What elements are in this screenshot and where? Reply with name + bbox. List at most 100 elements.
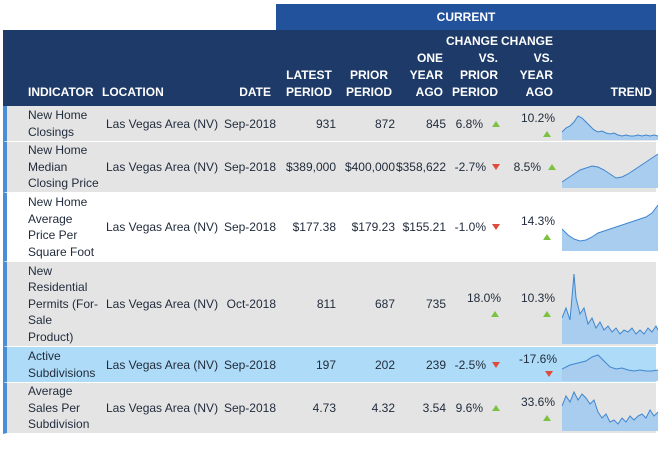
up-arrow-icon [543, 130, 551, 137]
year-ago-cell: 239 [425, 357, 446, 372]
prior-cell: 202 [374, 357, 395, 372]
change-year-cell: -17.6% [505, 347, 557, 382]
change-year-value: 14.3% [520, 214, 555, 228]
change-year-cell: 8.5% [513, 160, 541, 174]
latest-cell: 811 [316, 297, 336, 311]
trend-sparkline[interactable] [562, 148, 658, 188]
latest-cell: 4.73 [312, 401, 336, 415]
col-one-year-ago[interactable]: ONE YEAR AGO [409, 51, 443, 99]
change-prior-cell: -2.5% [454, 357, 486, 372]
indicator-name: New Home Closings [28, 108, 88, 139]
date-cell: Sep-2018 [223, 357, 276, 372]
table-row[interactable]: New Home Closings Las Vegas Area (NV) Se… [3, 106, 658, 142]
change-prior-cell: 9.6% [455, 401, 483, 415]
indicator-name: Active Subdivisions [28, 349, 96, 380]
trend-sparkline[interactable] [562, 108, 658, 140]
year-ago-cell: 3.54 [422, 401, 446, 415]
trend-sparkline[interactable] [562, 203, 658, 251]
date-cell: Sep-2018 [223, 116, 276, 131]
change-year-cell: 33.6% [505, 383, 555, 433]
col-latest-period[interactable]: LATEST PERIOD [285, 68, 332, 99]
indicator-name: New Home Average Price Per Square Foot [28, 195, 95, 259]
latest-cell: $389,000 [285, 160, 336, 174]
change-prior-cell: 18.0% [447, 262, 501, 346]
location-cell: Las Vegas Area (NV) [106, 401, 219, 415]
col-change-year[interactable]: CHANGE VS. YEAR AGO [500, 34, 553, 99]
up-arrow-icon [543, 311, 551, 317]
date-cell: Oct-2018 [226, 297, 276, 311]
location-cell: Las Vegas Area (NV) [106, 220, 219, 234]
col-location[interactable]: LOCATION [102, 85, 164, 99]
change-prior-value: 18.0% [466, 291, 501, 305]
table-row[interactable]: Average Sales Per Subdivision Las Vegas … [3, 383, 658, 434]
change-year-value: 33.6% [520, 395, 555, 409]
up-arrow-icon [491, 311, 499, 317]
up-arrow-icon [543, 234, 551, 240]
table-row[interactable]: New Home Average Price Per Square Foot L… [3, 193, 658, 262]
sparkline-line [562, 273, 658, 335]
up-arrow-icon [548, 164, 556, 170]
prior-cell: $179.23 [351, 220, 395, 234]
change-year-value: 10.3% [520, 291, 555, 305]
change-year-value: -17.6% [518, 352, 557, 366]
location-cell: Las Vegas Area (NV) [106, 297, 219, 311]
date-cell: Sep-2018 [223, 401, 276, 415]
down-arrow-icon [492, 164, 500, 170]
indicator-name: Average Sales Per Subdivision [28, 384, 90, 432]
table-row[interactable]: New Home Median Closing Price Las Vegas … [3, 142, 658, 193]
sparkline-line [562, 354, 658, 372]
sparkline-area [562, 205, 658, 251]
year-ago-cell: $155.21 [402, 220, 446, 234]
sparkline-area [562, 116, 658, 140]
col-indicator[interactable]: INDICATOR [28, 85, 94, 99]
up-arrow-icon [492, 120, 500, 127]
prior-cell: 687 [374, 297, 395, 311]
col-trend[interactable]: TREND [610, 85, 652, 99]
location-cell: Las Vegas Area (NV) [106, 357, 219, 372]
prior-cell: 4.32 [371, 401, 395, 415]
change-prior-cell: -1.0% [454, 220, 486, 234]
down-arrow-icon [545, 371, 553, 377]
col-date[interactable]: DATE [239, 85, 271, 99]
down-arrow-icon [492, 361, 500, 368]
change-prior-cell: -2.7% [454, 160, 486, 174]
sparkline-line [562, 204, 658, 242]
sparkline-area [562, 154, 658, 188]
trend-sparkline[interactable] [562, 386, 658, 431]
latest-cell: $177.38 [292, 220, 336, 234]
year-ago-cell: $358,622 [395, 160, 446, 174]
down-arrow-icon [492, 224, 500, 230]
sparkline-line [562, 115, 658, 137]
col-prior-period[interactable]: PRIOR PERIOD [345, 68, 392, 99]
change-year-cell: 10.3% [505, 262, 555, 346]
indicator-name: New Home Median Closing Price [28, 143, 99, 191]
trend-sparkline[interactable] [562, 268, 658, 344]
table-header: INDICATOR LOCATION DATE LATEST PERIOD PR… [3, 30, 656, 106]
sparkline-area [562, 355, 658, 381]
location-cell: Las Vegas Area (NV) [106, 116, 219, 131]
year-ago-cell: 845 [425, 116, 446, 131]
trend-sparkline[interactable] [562, 349, 658, 381]
table-row[interactable]: Active Subdivisions Las Vegas Area (NV) … [3, 347, 658, 383]
year-ago-cell: 735 [425, 297, 446, 311]
indicator-name: New Residential Permits (For- Sale Produ… [28, 263, 98, 344]
up-arrow-icon [543, 415, 551, 421]
sparkline-area [562, 274, 658, 344]
prior-cell: $400,000 [344, 160, 395, 174]
current-group-header: CURRENT [276, 4, 656, 30]
latest-cell: 931 [315, 116, 336, 131]
col-change-prior[interactable]: CHANGE VS. PRIOR PERIOD [445, 34, 498, 99]
change-year-cell: 10.2% [505, 106, 555, 141]
table-row[interactable]: New Residential Permits (For- Sale Produ… [3, 262, 658, 347]
sparkline-area [562, 392, 658, 431]
change-year-cell: 14.3% [505, 193, 555, 261]
up-arrow-icon [492, 405, 500, 411]
prior-cell: 872 [374, 116, 395, 131]
date-cell: Sep-2018 [223, 220, 276, 234]
data-table: New Home Closings Las Vegas Area (NV) Se… [3, 106, 658, 434]
change-year-value: 10.2% [520, 110, 555, 125]
latest-cell: 197 [315, 357, 336, 372]
location-cell: Las Vegas Area (NV) [106, 160, 219, 174]
change-prior-cell: 6.8% [455, 116, 483, 131]
date-cell: Sep-2018 [223, 160, 276, 174]
